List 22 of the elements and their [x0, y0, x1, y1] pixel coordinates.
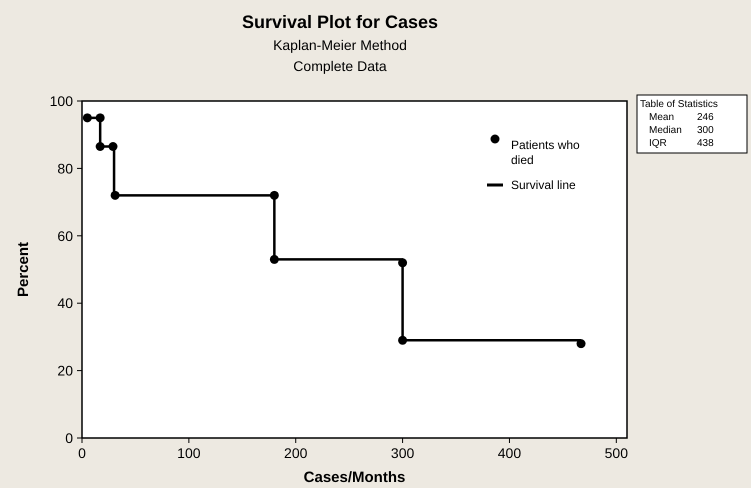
text: IQR 438 — [649, 138, 714, 149]
legend-label: Patients who died — [511, 138, 580, 167]
x-tick-label: 300 — [390, 445, 414, 461]
chart-title: Survival Plot for Cases — [242, 12, 438, 32]
chart-subtitle: Kaplan-Meier Method Complete Data — [273, 37, 407, 74]
text: Mean 246 — [649, 112, 714, 123]
x-tick-label: 400 — [498, 445, 522, 461]
y-tick-label: 60 — [57, 228, 74, 244]
x-tick-label: 500 — [604, 445, 628, 461]
y-tick-label: 100 — [50, 93, 74, 109]
x-tick-label: 200 — [284, 445, 308, 461]
legend-label: Survival line — [511, 178, 576, 192]
y-axis-title: Percent — [15, 242, 32, 298]
x-tick-label: 100 — [177, 445, 201, 461]
x-axis-title: Cases/Months — [304, 469, 406, 486]
text: Median 300 — [649, 125, 714, 136]
text: Table of Statistics — [640, 99, 718, 110]
y-tick-label: 40 — [57, 295, 74, 312]
y-tick-label: 80 — [57, 160, 74, 176]
x-tick-label: 0 — [78, 445, 86, 461]
y-tick-label: 20 — [57, 362, 74, 379]
y-tick-label: 0 — [65, 430, 74, 446]
